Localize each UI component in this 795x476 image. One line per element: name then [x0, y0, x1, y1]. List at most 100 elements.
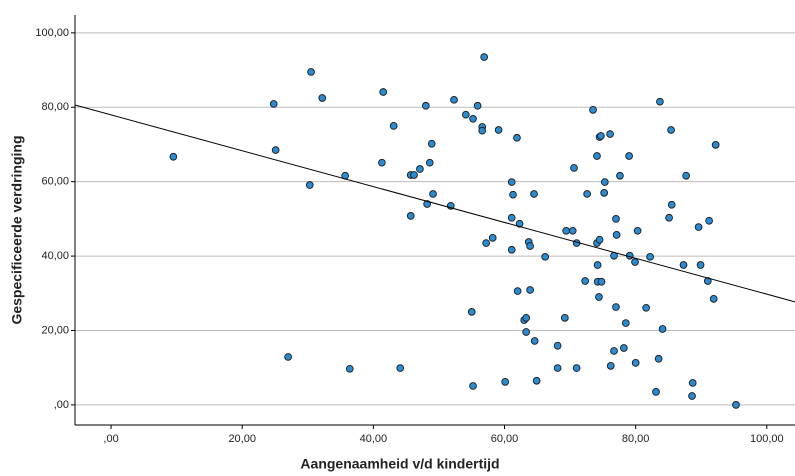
data-point — [600, 178, 609, 186]
data-point — [513, 287, 522, 295]
data-point — [450, 95, 458, 104]
data-point — [612, 215, 620, 223]
data-point — [553, 364, 562, 372]
data-point — [667, 126, 675, 134]
data-point — [665, 213, 673, 222]
data-point — [469, 114, 477, 123]
data-point — [595, 293, 603, 301]
data-point — [532, 376, 541, 385]
data-point — [583, 190, 591, 198]
y-tick-label: ,00 — [54, 399, 69, 411]
data-point — [688, 379, 697, 387]
data-point — [482, 239, 490, 247]
data-point — [705, 216, 713, 225]
data-point — [652, 388, 660, 396]
data-point — [570, 164, 578, 172]
data-point — [654, 354, 663, 363]
data-point — [169, 152, 178, 161]
data-point — [621, 319, 630, 327]
data-point — [732, 401, 740, 409]
data-point — [541, 252, 550, 261]
data-point — [633, 226, 642, 235]
y-tick-label: 20,00 — [41, 324, 69, 336]
y-tick-label: 60,00 — [41, 176, 69, 188]
x-tick-label: 60,00 — [491, 433, 519, 445]
data-point — [507, 245, 516, 254]
data-point — [427, 139, 436, 148]
data-point — [682, 171, 690, 180]
data-point — [513, 133, 521, 142]
data-point — [494, 126, 503, 134]
data-point — [501, 377, 510, 386]
data-point — [642, 303, 650, 312]
x-tick-label: 100,00 — [750, 433, 784, 445]
data-point — [679, 261, 688, 269]
data-point — [318, 94, 327, 102]
data-point — [522, 328, 530, 336]
data-point — [378, 158, 386, 167]
x-tick-label: 40,00 — [360, 433, 388, 445]
data-point — [589, 106, 597, 114]
data-point — [425, 158, 434, 167]
data-point — [595, 235, 604, 244]
data-point — [509, 190, 517, 199]
data-point — [568, 226, 577, 235]
data-point — [416, 165, 424, 173]
data-point — [656, 97, 664, 106]
data-point — [271, 146, 280, 154]
data-point — [410, 171, 418, 179]
data-point — [593, 152, 601, 160]
data-point — [606, 361, 615, 370]
data-point — [389, 122, 398, 130]
data-point — [478, 126, 487, 135]
data-point — [421, 101, 430, 110]
data-point — [600, 188, 609, 197]
y-tick-label: 40,00 — [41, 250, 69, 262]
data-point — [562, 226, 570, 235]
data-point — [473, 101, 482, 110]
data-point — [396, 364, 405, 372]
data-point — [515, 219, 524, 228]
data-point — [526, 242, 534, 250]
x-tick-label: 20,00 — [228, 433, 256, 445]
data-point — [507, 213, 516, 222]
data-point — [597, 132, 605, 140]
data-point — [526, 286, 534, 294]
data-point — [646, 252, 654, 261]
data-point — [631, 359, 640, 367]
data-point — [612, 303, 620, 311]
data-point — [631, 258, 639, 266]
data-point — [469, 382, 477, 390]
data-point — [305, 181, 314, 189]
data-point — [488, 234, 497, 242]
data-point — [709, 295, 718, 303]
data-point — [696, 261, 705, 269]
data-point — [530, 190, 538, 198]
y-tick-label: 80,00 — [41, 101, 69, 113]
fit-line — [74, 104, 795, 303]
data-point — [616, 171, 624, 180]
data-point — [560, 313, 569, 322]
plot-area — [75, 15, 795, 425]
data-point — [284, 353, 292, 361]
data-point — [406, 212, 415, 220]
data-point — [711, 140, 720, 149]
data-point — [269, 100, 278, 108]
data-point — [480, 53, 489, 61]
data-point — [379, 88, 388, 96]
data-point — [581, 277, 590, 285]
data-point — [606, 130, 614, 138]
data-point — [522, 313, 530, 322]
data-point — [345, 364, 354, 373]
y-axis-title: Gespecificeerde verdringing — [9, 135, 25, 324]
data-point — [307, 68, 315, 76]
data-point — [530, 337, 539, 345]
data-point — [423, 200, 431, 208]
data-point — [593, 261, 602, 269]
data-point — [658, 325, 667, 333]
data-point — [429, 190, 437, 198]
x-tick-label: 80,00 — [622, 433, 650, 445]
y-tick-label: 100,00 — [35, 27, 69, 39]
